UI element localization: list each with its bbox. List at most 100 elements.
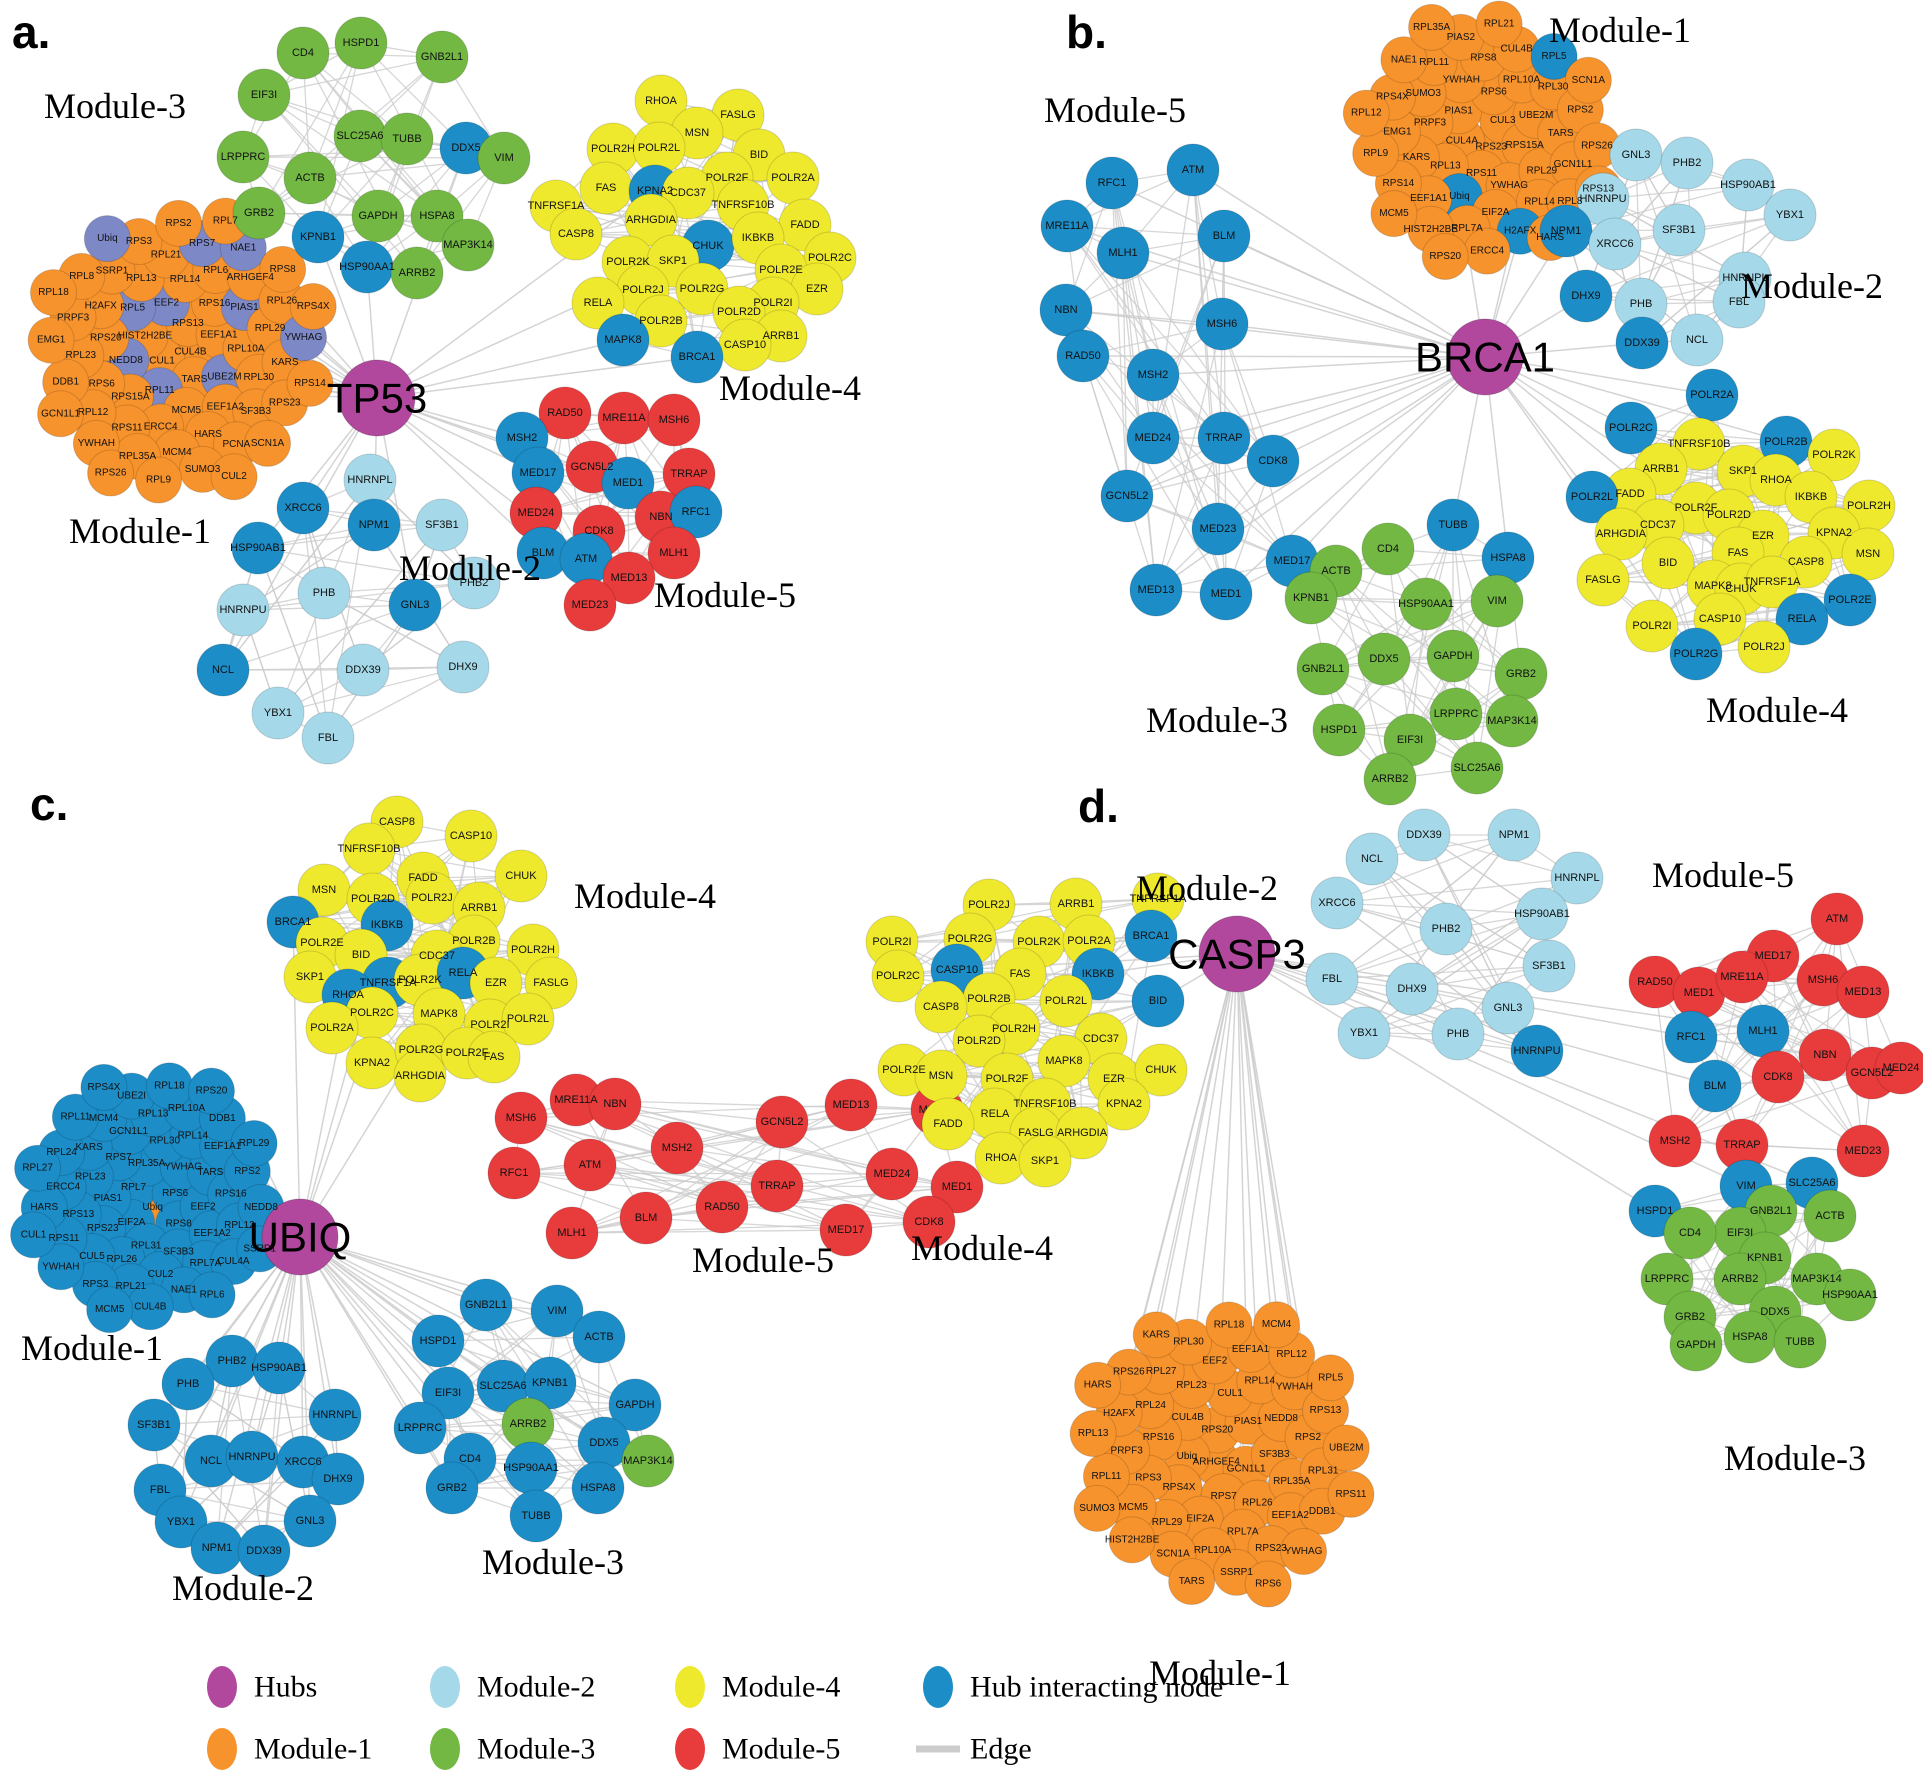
node[interactable] [237, 1524, 291, 1578]
node[interactable] [336, 643, 390, 697]
node[interactable] [1096, 226, 1150, 280]
node[interactable] [1039, 974, 1093, 1028]
node[interactable] [1429, 687, 1483, 741]
node[interactable] [210, 453, 258, 501]
node[interactable] [286, 359, 334, 407]
node[interactable] [1669, 627, 1723, 681]
node[interactable] [1345, 832, 1399, 886]
node[interactable] [1380, 36, 1428, 84]
node[interactable] [1773, 1315, 1827, 1369]
node[interactable] [187, 1067, 235, 1115]
node[interactable] [1039, 283, 1093, 337]
node[interactable] [27, 316, 75, 364]
node[interactable] [538, 386, 592, 440]
node[interactable] [1664, 1010, 1718, 1064]
node[interactable] [608, 1378, 662, 1432]
node[interactable] [588, 1077, 642, 1131]
node[interactable] [563, 578, 617, 632]
node[interactable] [276, 26, 330, 80]
node[interactable] [237, 68, 291, 122]
node[interactable] [393, 1401, 447, 1455]
node[interactable] [563, 1138, 617, 1192]
node[interactable] [1040, 199, 1094, 253]
node[interactable] [1361, 522, 1415, 576]
node[interactable] [1576, 553, 1630, 607]
node[interactable] [155, 199, 203, 247]
node[interactable] [1836, 1124, 1890, 1178]
node[interactable] [1342, 89, 1390, 137]
node[interactable] [1670, 313, 1724, 367]
node[interactable] [619, 1191, 673, 1245]
node[interactable] [291, 210, 345, 264]
node[interactable] [1685, 368, 1739, 422]
node[interactable] [1615, 316, 1669, 370]
node[interactable] [1126, 411, 1180, 465]
node[interactable] [87, 449, 135, 497]
node[interactable] [1751, 1050, 1805, 1104]
node[interactable] [1168, 1557, 1216, 1605]
node[interactable] [283, 151, 337, 205]
node[interactable] [1539, 204, 1593, 258]
node[interactable] [196, 643, 250, 697]
node[interactable] [1588, 217, 1642, 271]
node[interactable] [1085, 156, 1139, 210]
node[interactable] [308, 1388, 362, 1442]
node[interactable] [1132, 1311, 1180, 1359]
node[interactable] [283, 1494, 337, 1548]
node[interactable] [1134, 1043, 1188, 1097]
node[interactable] [1166, 143, 1220, 197]
node[interactable] [1312, 703, 1366, 757]
node[interactable] [351, 189, 405, 243]
node[interactable] [305, 1001, 359, 1055]
node[interactable] [441, 218, 495, 272]
node[interactable] [477, 131, 531, 185]
node[interactable] [1712, 275, 1766, 329]
node[interactable] [647, 393, 701, 447]
node[interactable] [1357, 632, 1411, 686]
node[interactable] [494, 849, 548, 903]
node[interactable] [1604, 401, 1658, 455]
node[interactable] [1594, 507, 1648, 561]
node[interactable] [1515, 887, 1569, 941]
node[interactable] [1652, 203, 1706, 257]
node[interactable] [1669, 1318, 1723, 1372]
node[interactable] [750, 1159, 804, 1213]
node[interactable] [952, 1014, 1006, 1068]
node[interactable] [1055, 1106, 1109, 1160]
node[interactable] [37, 1243, 85, 1291]
node[interactable] [1609, 128, 1663, 182]
node[interactable] [1836, 965, 1890, 1019]
node[interactable] [1408, 3, 1456, 51]
hub-node[interactable] [261, 1198, 339, 1276]
node[interactable] [232, 186, 286, 240]
node[interactable] [1108, 1516, 1156, 1564]
node[interactable] [154, 1495, 208, 1549]
node[interactable] [1530, 32, 1578, 80]
node[interactable] [301, 711, 355, 765]
node[interactable] [252, 1341, 306, 1395]
node[interactable] [390, 246, 444, 300]
node[interactable] [1426, 629, 1480, 683]
node[interactable] [251, 686, 305, 740]
node[interactable] [1126, 348, 1180, 402]
node[interactable] [444, 809, 498, 863]
node[interactable] [1510, 1024, 1564, 1078]
node[interactable] [1798, 1028, 1852, 1082]
node[interactable] [669, 485, 723, 539]
node[interactable] [1431, 1007, 1485, 1061]
hub-node[interactable] [338, 359, 416, 437]
node[interactable] [871, 949, 925, 1003]
node[interactable] [1419, 902, 1473, 956]
node[interactable] [1197, 209, 1251, 263]
node[interactable] [1721, 158, 1775, 212]
node[interactable] [1564, 56, 1612, 104]
node[interactable] [1399, 577, 1453, 631]
node[interactable] [921, 1097, 975, 1151]
node[interactable] [1715, 950, 1769, 1004]
node[interactable] [624, 193, 678, 247]
node[interactable] [755, 1095, 809, 1149]
node[interactable] [415, 30, 469, 84]
node[interactable] [824, 1078, 878, 1132]
node[interactable] [545, 1206, 599, 1260]
node[interactable] [930, 1160, 984, 1214]
